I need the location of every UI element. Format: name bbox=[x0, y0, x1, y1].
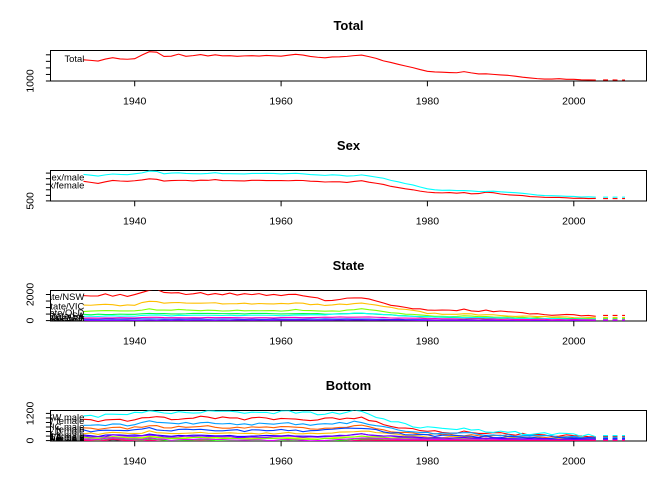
svg-text:Total: Total bbox=[333, 18, 363, 33]
svg-text:ACT female: ACT female bbox=[35, 436, 84, 447]
svg-text:1940: 1940 bbox=[123, 216, 147, 228]
svg-text:0: 0 bbox=[24, 318, 36, 324]
svg-text:State/NSW: State/NSW bbox=[38, 291, 85, 302]
svg-text:State/NT: State/NT bbox=[47, 316, 84, 327]
svg-text:NSW male: NSW male bbox=[40, 412, 85, 423]
svg-text:Sex/male: Sex/male bbox=[45, 172, 84, 183]
svg-text:State/ACT: State/ACT bbox=[41, 314, 85, 325]
svg-text:State/SA: State/SA bbox=[47, 310, 85, 321]
svg-text:VIC female: VIC female bbox=[38, 424, 84, 435]
svg-text:State/VIC: State/VIC bbox=[44, 301, 84, 312]
svg-text:TAS female: TAS female bbox=[36, 435, 84, 446]
svg-text:ACT male: ACT male bbox=[43, 436, 85, 447]
svg-text:2000: 2000 bbox=[562, 216, 586, 228]
svg-text:1960: 1960 bbox=[269, 96, 293, 108]
svg-text:WA female: WA female bbox=[39, 433, 84, 444]
svg-text:1940: 1940 bbox=[123, 96, 147, 108]
svg-text:500: 500 bbox=[24, 192, 36, 210]
svg-text:1960: 1960 bbox=[269, 456, 293, 468]
svg-text:2000: 2000 bbox=[562, 96, 586, 108]
svg-text:1980: 1980 bbox=[416, 456, 440, 468]
svg-text:QLD male: QLD male bbox=[42, 426, 84, 437]
svg-text:1940: 1940 bbox=[123, 336, 147, 348]
svg-text:Bottom: Bottom bbox=[326, 378, 372, 393]
svg-text:1000: 1000 bbox=[24, 69, 36, 93]
svg-text:NT female: NT female bbox=[41, 436, 84, 447]
svg-text:1940: 1940 bbox=[123, 456, 147, 468]
svg-text:SA male: SA male bbox=[49, 431, 84, 442]
svg-text:1980: 1980 bbox=[416, 216, 440, 228]
svg-text:Sex/female: Sex/female bbox=[37, 180, 84, 191]
svg-text:2000: 2000 bbox=[562, 336, 586, 348]
svg-text:State/QLD: State/QLD bbox=[41, 307, 85, 318]
svg-text:NSW female: NSW female bbox=[32, 415, 85, 426]
svg-text:WA male: WA male bbox=[47, 432, 84, 443]
svg-text:1980: 1980 bbox=[416, 336, 440, 348]
svg-text:State: State bbox=[333, 258, 365, 273]
svg-text:1980: 1980 bbox=[416, 96, 440, 108]
svg-text:0: 0 bbox=[24, 438, 36, 444]
svg-text:State/WA: State/WA bbox=[45, 312, 85, 323]
svg-text:2000: 2000 bbox=[24, 283, 36, 307]
svg-text:Sex: Sex bbox=[337, 138, 361, 153]
svg-text:2000: 2000 bbox=[562, 456, 586, 468]
svg-text:VIC male: VIC male bbox=[46, 421, 85, 432]
svg-text:State/TAS: State/TAS bbox=[42, 315, 84, 326]
svg-text:TAS male: TAS male bbox=[44, 435, 84, 446]
svg-text:Total: Total bbox=[64, 53, 84, 64]
svg-text:1960: 1960 bbox=[269, 216, 293, 228]
svg-text:QLD female: QLD female bbox=[34, 429, 84, 440]
svg-text:SA female: SA female bbox=[42, 432, 85, 443]
svg-text:1200: 1200 bbox=[24, 402, 36, 426]
svg-text:1960: 1960 bbox=[269, 336, 293, 348]
svg-text:NT male: NT male bbox=[49, 436, 84, 447]
